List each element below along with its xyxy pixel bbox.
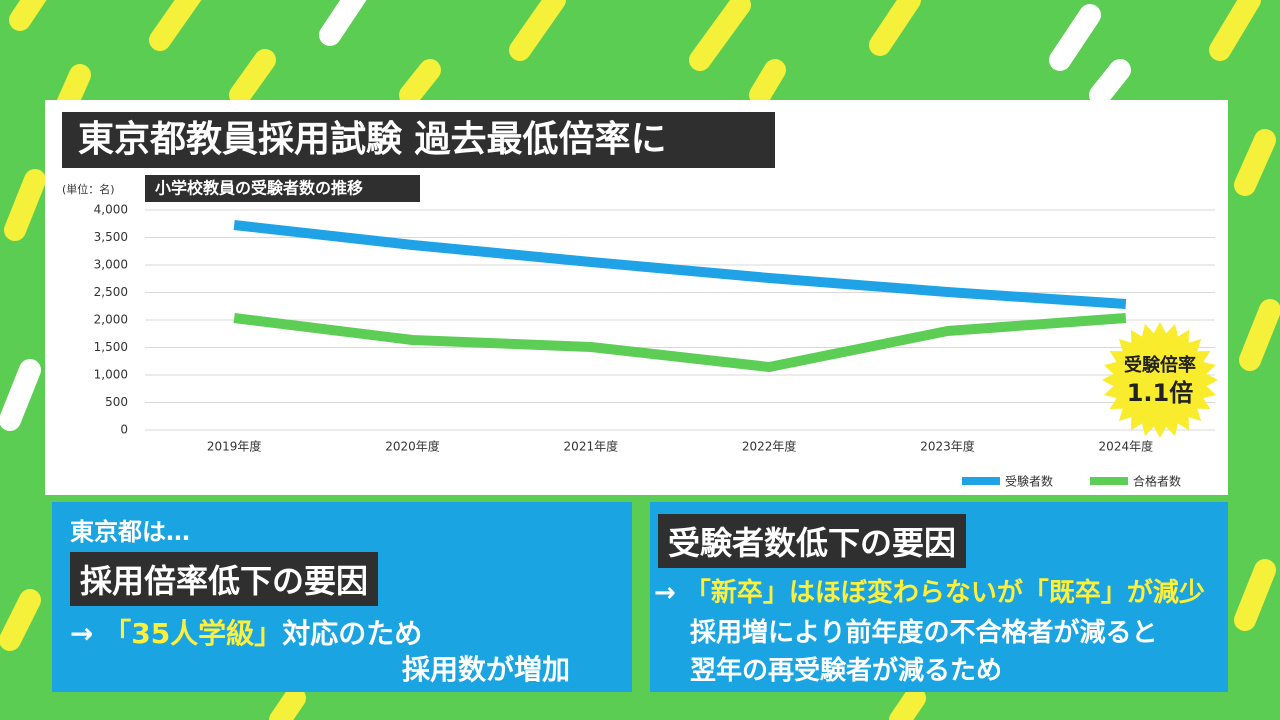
- annotation-text: 受験倍率: [1124, 354, 1196, 376]
- title-box: [62, 112, 775, 168]
- x-tick-label: 2022年度: [742, 439, 797, 454]
- panel-line: 採用増により前年度の不合格者が減ると: [690, 618, 1158, 648]
- annotation-text: 1.1倍: [1127, 379, 1194, 407]
- x-tick-label: 2019年度: [207, 439, 262, 454]
- y-tick-label: 3,000: [94, 258, 128, 272]
- left-panel: 東京都は… 採用倍率低下の要因 → 「35人学級」対応のため 採用数が増加: [52, 502, 632, 692]
- panel-heading: 採用倍率低下の要因: [70, 552, 379, 606]
- y-tick-label: 4,000: [94, 203, 128, 217]
- annotation-burst: [1102, 322, 1218, 438]
- y-tick-label: 2,000: [94, 313, 128, 327]
- unit-label: (単位：名): [62, 182, 115, 196]
- arrow: →: [654, 578, 676, 608]
- reason-text: 対応のため: [282, 617, 423, 650]
- panel-reason: → 「新卒」はほぼ変わらないが「既卒」が減少: [654, 572, 1205, 609]
- x-tick-label: 2020年度: [385, 439, 440, 454]
- y-tick-label: 2,500: [94, 285, 128, 299]
- panel-reason: → 「35人学級」対応のため: [70, 612, 422, 652]
- chart-subtitle: 小学校教員の受験者数の推移: [155, 179, 363, 198]
- y-tick-label: 500: [105, 395, 128, 409]
- chart-title: 東京都教員採用試験 過去最低倍率に: [78, 118, 667, 160]
- x-tick-label: 2021年度: [564, 439, 619, 454]
- data-line: [233, 220, 1127, 310]
- plot: 0 500 1,000 1,500 2,000 2,500 3,000 3,500 4,000 2…: [94, 203, 1218, 489]
- legend-label: 受験者数: [1005, 474, 1053, 489]
- y-tick-label: 1,500: [94, 340, 128, 354]
- panel-heading: 受験者数低下の要因: [658, 514, 967, 568]
- legend-label: 合格者数: [1133, 474, 1181, 489]
- x-tick-label: 2023年度: [920, 439, 975, 454]
- panel-intro: 東京都は…: [70, 518, 190, 546]
- right-panel: 受験者数低下の要因 → 「新卒」はほぼ変わらないが「既卒」が減少 採用増により前…: [650, 502, 1228, 692]
- y-tick-label: 3,500: [94, 230, 128, 244]
- highlight: 「新卒」はほぼ変わらないが「既卒」が減少: [684, 578, 1205, 608]
- x-tick-label: 2024年度: [1099, 439, 1154, 454]
- subtitle-box: [145, 175, 420, 202]
- arrow: →: [70, 617, 94, 650]
- data-line: [233, 313, 1127, 373]
- y-tick-label: 0: [120, 423, 128, 437]
- panel-line: 翌年の再受験者が減るため: [690, 656, 1003, 686]
- highlight: 「35人学級」: [103, 617, 283, 650]
- y-tick-label: 1,000: [94, 368, 128, 382]
- panel-result: 採用数が増加: [402, 653, 571, 686]
